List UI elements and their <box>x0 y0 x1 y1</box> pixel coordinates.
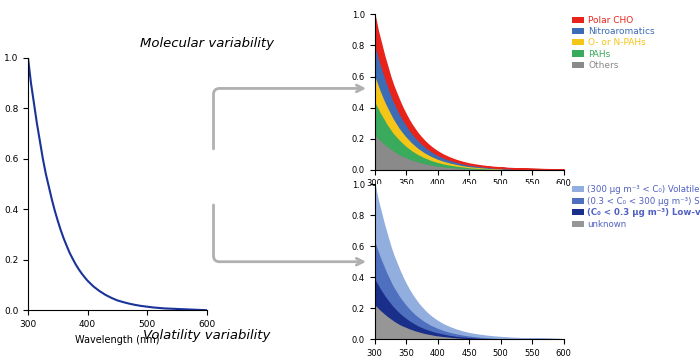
Text: Volatility variability: Volatility variability <box>143 329 270 342</box>
X-axis label: Wavelength (nm): Wavelength (nm) <box>75 335 160 345</box>
Legend: (300 μg m⁻³ < C₀) Volatile, (0.3 < C₀ < 300 μg m⁻³) Semi-volatile, (C₀ < 0.3 μg : (300 μg m⁻³ < C₀) Volatile, (0.3 < C₀ < … <box>572 185 700 229</box>
Text: Molecular variability: Molecular variability <box>139 37 274 50</box>
Legend: Polar CHO, Nitroaromatics, O- or N-PAHs, PAHs, Others: Polar CHO, Nitroaromatics, O- or N-PAHs,… <box>572 16 654 70</box>
